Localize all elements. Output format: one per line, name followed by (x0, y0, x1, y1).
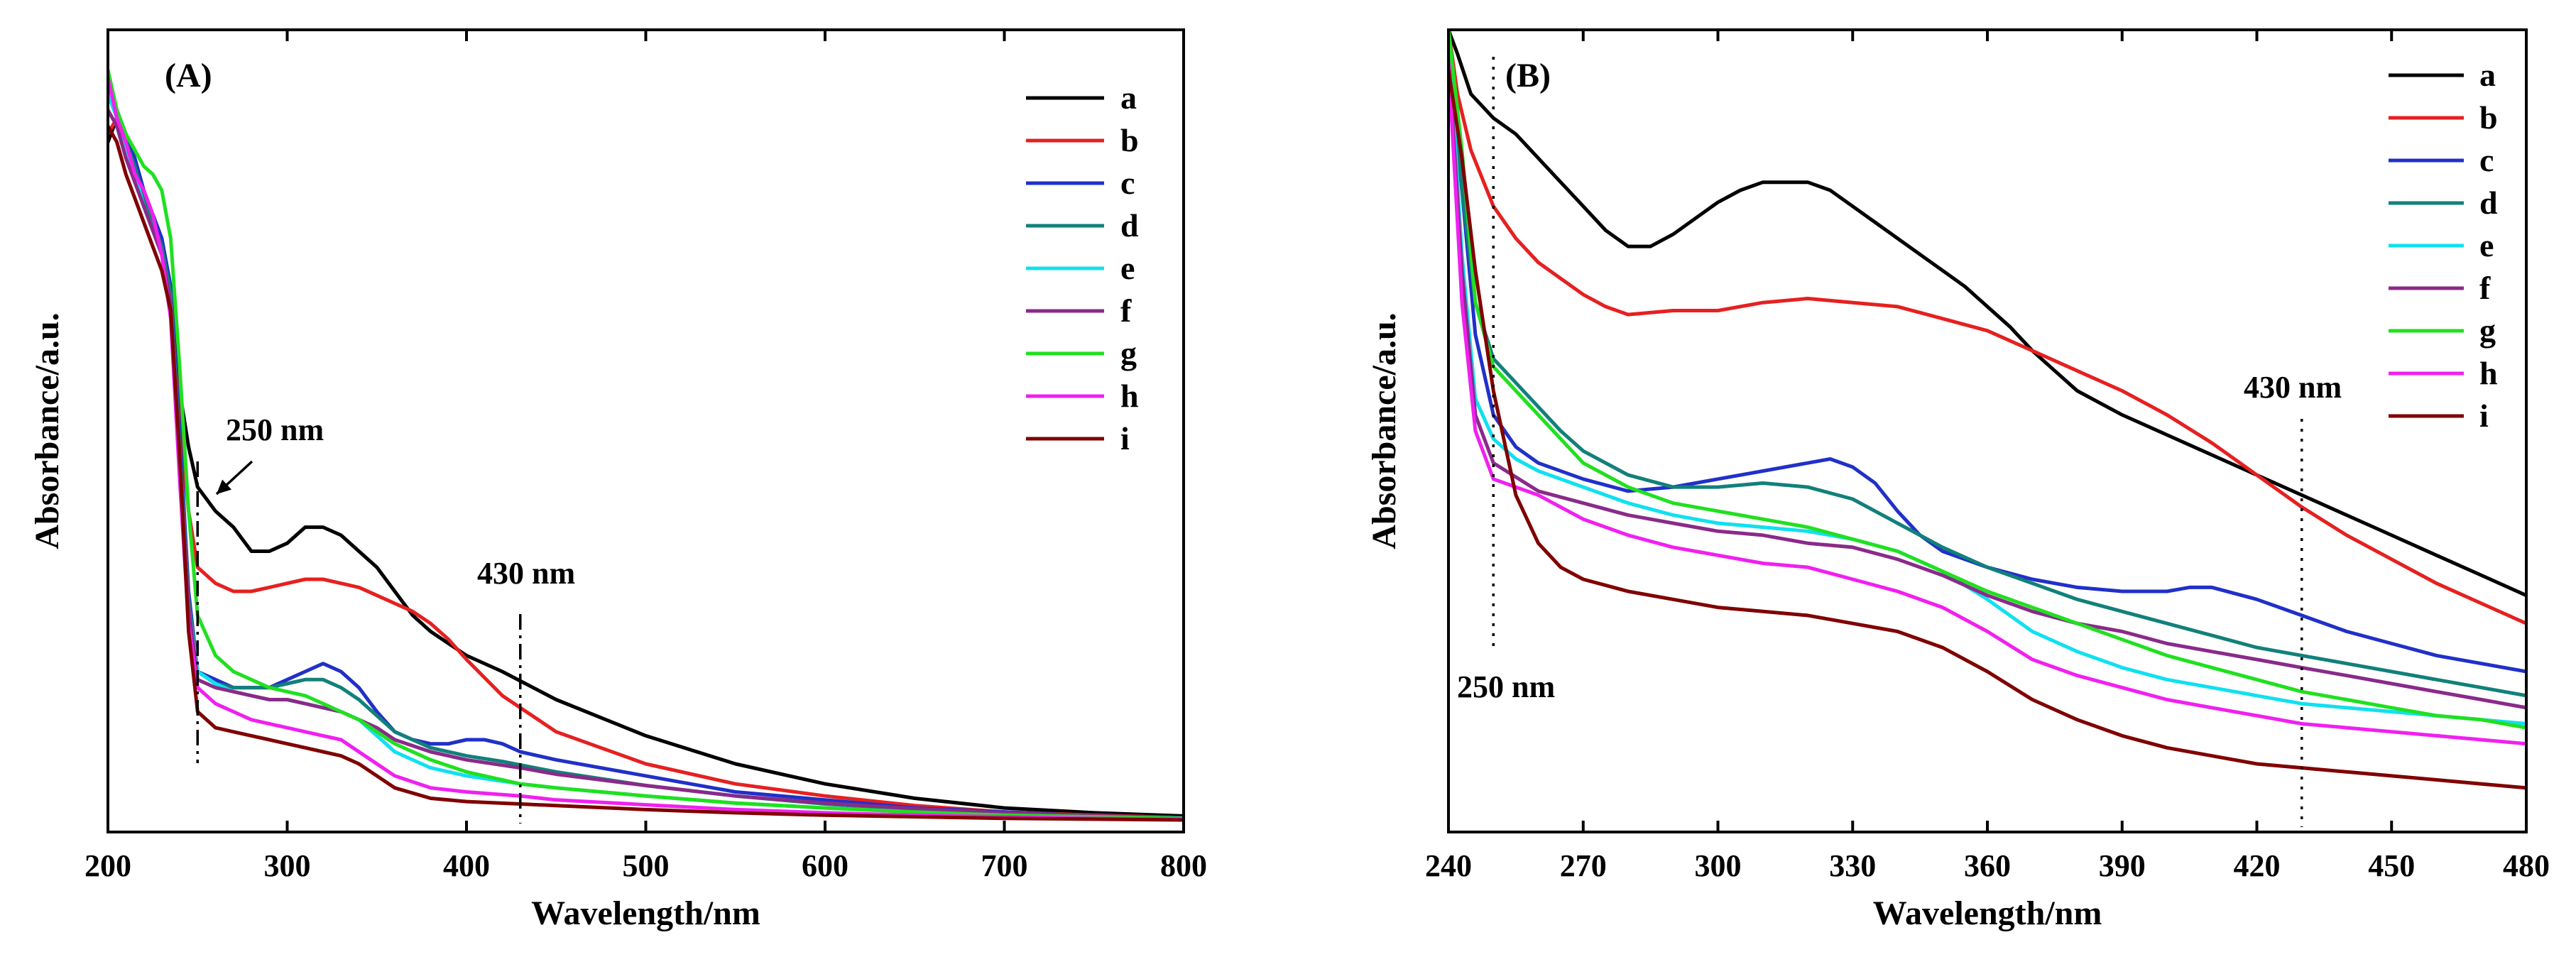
panel-b: 250 nm 430 nm 240 270 300 330 360 390 420 450 480 W… (1365, 28, 2550, 932)
x-tick-label: 600 (802, 848, 848, 883)
series-line-f (1448, 52, 2526, 710)
series-line-c (108, 84, 1184, 820)
x-tick-label: 390 (2099, 848, 2146, 883)
x-tick-label: 270 (1560, 848, 1607, 883)
x-tick-label: 240 (1425, 848, 1472, 883)
legend-label-e: e (1120, 250, 1135, 286)
plot-frame (1447, 28, 2528, 833)
series-line-g (108, 68, 1184, 821)
annotation-label: 430 nm (2244, 370, 2342, 405)
x-tick-label: 480 (2503, 848, 2550, 883)
panel-label: (A) (165, 57, 212, 94)
series-line-b (1448, 30, 2526, 625)
panel-a: 250 nm 430 nm 200 300 400 500 600 700 800 Wavelen… (28, 28, 1207, 932)
x-axis-title: Wavelength/nm (1873, 894, 2102, 932)
series-line-c (1448, 52, 2526, 674)
legend-label-c: c (1120, 165, 1135, 201)
x-tick-label: 800 (1160, 848, 1207, 883)
legend-label-h: h (1120, 378, 1139, 414)
x-tick-label: 300 (264, 848, 311, 883)
series-line-e (1448, 35, 2526, 726)
annotation-label: 250 nm (1457, 669, 1555, 704)
panel-label: (B) (1505, 57, 1551, 94)
legend-label-g: g (1120, 335, 1137, 371)
legend-label-d: d (2479, 185, 2498, 221)
series-line-a (108, 116, 1184, 818)
x-tick-label: 330 (1829, 848, 1876, 883)
series-line-i (108, 124, 1184, 822)
series-line-h (108, 76, 1184, 821)
legend-label-d: d (1120, 207, 1139, 244)
legend-label-g: g (2479, 312, 2496, 349)
legend-label-h: h (2479, 355, 2498, 391)
x-tick-label: 420 (2234, 848, 2281, 883)
series-group (1448, 30, 2526, 790)
x-tick-label: 400 (443, 848, 490, 883)
legend-label-b: b (2479, 99, 2498, 136)
series-group (108, 68, 1184, 822)
legend-label-b: b (1120, 122, 1139, 158)
y-axis-title: Absorbance/a.u. (28, 312, 66, 549)
series-line-g (1448, 30, 2526, 730)
series-line-a (1448, 30, 2526, 598)
legend-label-f: f (1120, 292, 1132, 329)
series-line-i (1448, 68, 2526, 790)
x-tick-label: 300 (1695, 848, 1742, 883)
legend-label-i: i (2479, 398, 2489, 434)
legend-label-a: a (2479, 57, 2496, 93)
annotation-label: 430 nm (477, 556, 575, 591)
annotation-arrowhead (217, 479, 232, 494)
y-axis-title: Absorbance/a.u. (1365, 312, 1403, 549)
x-tick-label: 500 (623, 848, 670, 883)
legend-label-c: c (2479, 142, 2494, 178)
series-line-d (1448, 44, 2526, 698)
x-tick-label: 450 (2368, 848, 2415, 883)
x-tick-label: 360 (1964, 848, 2011, 883)
series-line-f (108, 108, 1184, 821)
x-tick-label: 700 (981, 848, 1028, 883)
legend-label-f: f (2479, 270, 2491, 306)
series-line-h (1448, 60, 2526, 746)
legend-label-a: a (1120, 80, 1137, 116)
legend-label-e: e (2479, 227, 2494, 263)
x-axis-title: Wavelength/nm (531, 894, 760, 932)
annotation-label: 250 nm (226, 412, 324, 447)
series-line-e (108, 92, 1184, 821)
series-line-d (108, 76, 1184, 821)
x-tick-label: 200 (84, 848, 131, 883)
series-line-b (108, 116, 1184, 820)
legend-label-i: i (1120, 420, 1130, 456)
